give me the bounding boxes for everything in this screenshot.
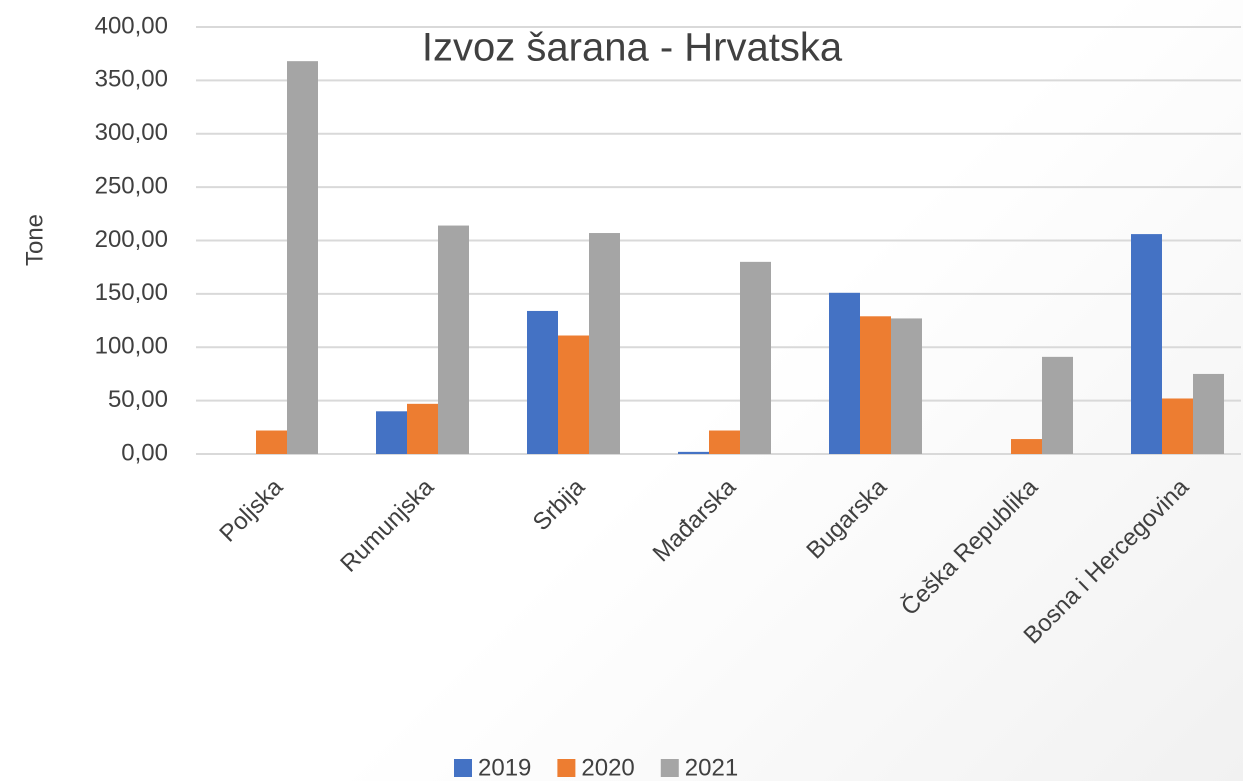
bar — [558, 335, 589, 454]
x-tick-label: Srbija — [528, 473, 591, 536]
bar — [1162, 398, 1193, 454]
bar — [891, 318, 922, 454]
y-tick-label: 250,00 — [95, 172, 168, 199]
x-tick-label: Poljska — [214, 473, 288, 547]
x-tick-label: Češka Republika — [895, 472, 1044, 621]
bar — [829, 292, 860, 454]
bar — [1011, 439, 1042, 454]
legend-swatch — [557, 759, 576, 777]
bar — [709, 430, 740, 454]
bar — [860, 316, 891, 454]
x-tick-label: Bosna i Hercegovina — [1019, 473, 1195, 649]
x-tick-label: Bugarska — [801, 473, 892, 564]
legend-label: 2021 — [685, 754, 738, 781]
y-tick-label: 300,00 — [95, 119, 168, 146]
bar — [527, 310, 558, 454]
y-tick-label: 400,00 — [95, 12, 168, 39]
y-tick-label: 150,00 — [95, 279, 168, 306]
bar — [256, 430, 287, 454]
y-axis-label: Tone — [21, 214, 48, 266]
bar — [740, 261, 771, 454]
bar — [438, 225, 469, 454]
x-tick-label: Mađarska — [648, 473, 742, 567]
bar — [1131, 234, 1162, 454]
y-tick-label: 100,00 — [95, 333, 168, 360]
bar — [287, 61, 318, 454]
legend-label: 2019 — [478, 754, 531, 781]
bar — [1193, 373, 1224, 454]
bar — [1042, 356, 1073, 454]
x-tick-label: Rumunjska — [335, 473, 439, 577]
bar — [376, 411, 407, 454]
legend-label: 2020 — [581, 754, 634, 781]
y-tick-label: 350,00 — [95, 66, 168, 93]
y-tick-label: 200,00 — [95, 226, 168, 253]
y-tick-label: 0,00 — [121, 439, 168, 466]
bar — [678, 451, 709, 454]
y-tick-label: 50,00 — [108, 386, 168, 413]
chart-title: Izvoz šarana - Hrvatska — [422, 26, 843, 70]
bar — [589, 233, 620, 454]
bar — [407, 403, 438, 454]
legend-swatch — [454, 759, 472, 777]
legend-swatch — [660, 759, 679, 777]
